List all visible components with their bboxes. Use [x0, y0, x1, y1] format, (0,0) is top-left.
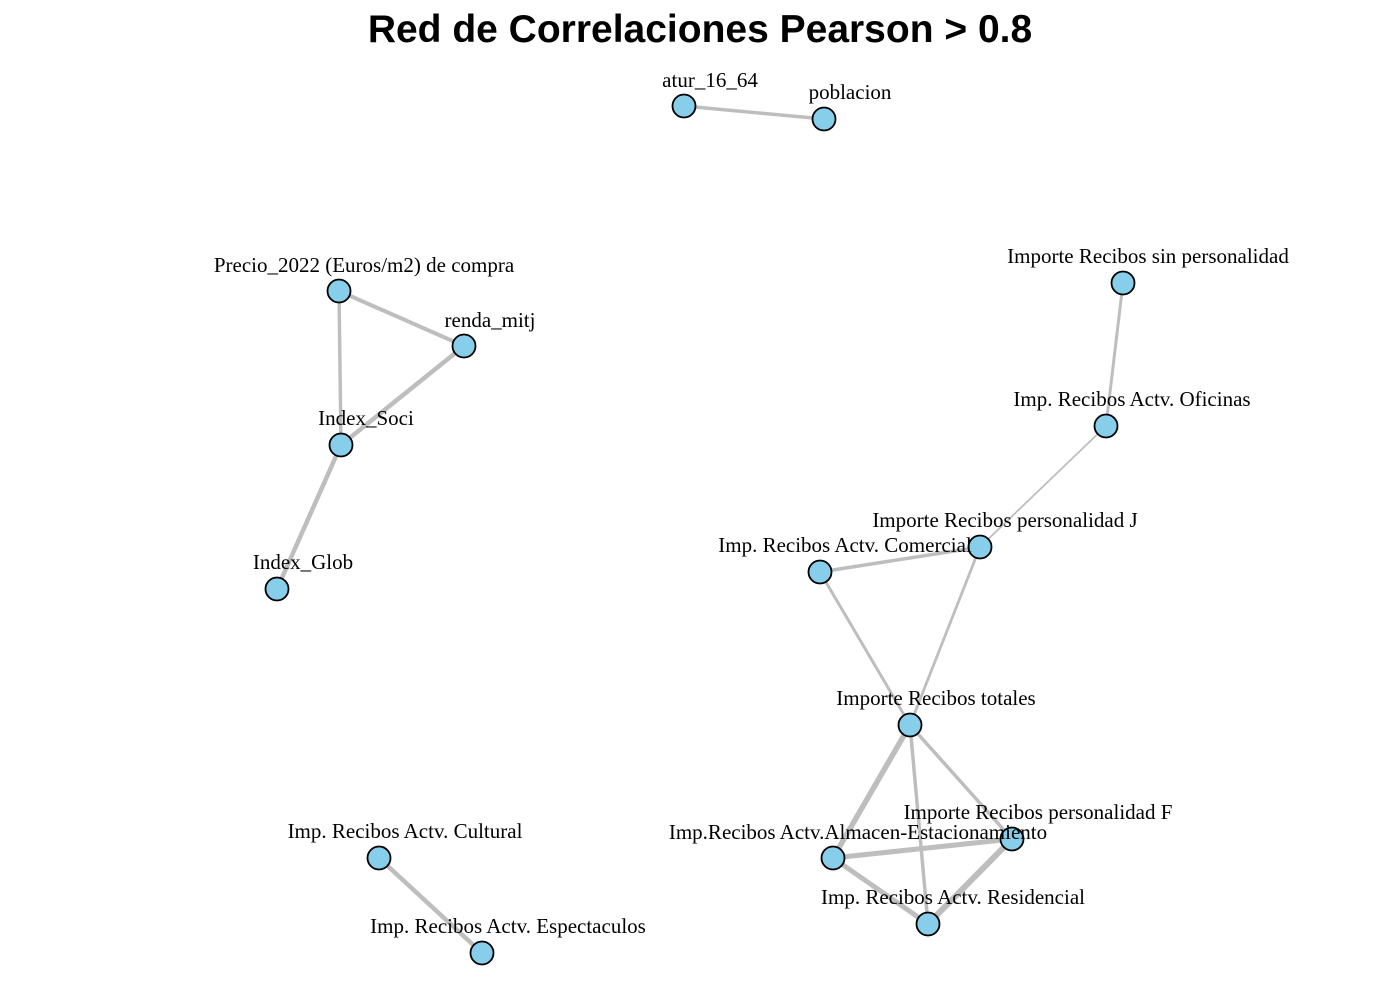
node-oficinas [1093, 413, 1119, 439]
node-espectaculos [469, 940, 495, 966]
node-label-poblacion: poblacion [809, 80, 892, 104]
node-precio [326, 278, 352, 304]
node-label-totales: Importe Recibos totales [836, 686, 1035, 710]
edge-almacen-pers_f [830, 836, 1015, 861]
edge-totales-residencial [908, 723, 930, 926]
node-pers_f [999, 826, 1025, 852]
node-label-espectaculos: Imp. Recibos Actv. Espectaculos [370, 914, 646, 938]
node-renda [451, 333, 477, 359]
edge-index_soci-index_glob [274, 442, 344, 592]
node-comercial [807, 559, 833, 585]
node-label-index_glob: Index_Glob [253, 550, 353, 574]
node-label-atur: atur_16_64 [662, 68, 758, 92]
node-label-renda: renda_mitj [445, 308, 536, 332]
edge-pers_j-totales [908, 545, 982, 727]
node-cultural [366, 845, 392, 871]
node-totales [897, 712, 923, 738]
node-poblacion [811, 106, 837, 132]
nodes-layer [264, 93, 1136, 966]
edges-layer [274, 104, 1125, 956]
edge-comercial-totales [818, 570, 912, 727]
node-atur [671, 93, 697, 119]
node-index_soci [328, 432, 354, 458]
edge-precio-renda [337, 289, 466, 348]
edge-comercial-pers_j [818, 545, 982, 574]
node-residencial [915, 911, 941, 937]
labels-layer: atur_16_64 poblacion Precio_2022 (Euros/m2… [214, 68, 1290, 938]
edge-renda-index_soci [338, 343, 467, 448]
edge-totales-pers_f [908, 723, 1014, 841]
edge-precio-index_soci [337, 289, 343, 447]
node-label-pers_j: Importe Recibos personalidad J [872, 508, 1137, 532]
edge-sin_pers-oficinas [1104, 281, 1125, 428]
node-label-sin_pers: Importe Recibos sin personalidad [1007, 244, 1289, 268]
edge-totales-almacen [830, 722, 913, 861]
chart-title: Red de Correlaciones Pearson > 0.8 [367, 8, 1033, 51]
node-label-precio: Precio_2022 (Euros/m2) de compra [214, 253, 515, 277]
node-sin_pers [1110, 270, 1136, 296]
edge-almacen-residencial [830, 855, 931, 927]
edge-pers_f-residencial [925, 836, 1015, 927]
node-label-oficinas: Imp. Recibos Actv. Oficinas [1013, 387, 1250, 411]
node-label-comercial: Imp. Recibos Actv. Comercial [718, 533, 972, 557]
node-index_glob [264, 576, 290, 602]
node-label-cultural: Imp. Recibos Actv. Cultural [288, 819, 523, 843]
node-label-index_soci: Index_Soci [318, 406, 414, 430]
edge-oficinas-pers_j [979, 425, 1107, 548]
node-label-pers_f: Importe Recibos personalidad F [904, 800, 1173, 824]
node-pers_j [967, 534, 993, 560]
node-label-almacen: Imp.Recibos Actv.Almacen-Estacionamiento [669, 820, 1047, 844]
node-label-residencial: Imp. Recibos Actv. Residencial [821, 885, 1085, 909]
node-almacen [820, 845, 846, 871]
edge-atur-poblacion [682, 104, 826, 121]
edge-cultural-espectaculos [376, 855, 485, 956]
